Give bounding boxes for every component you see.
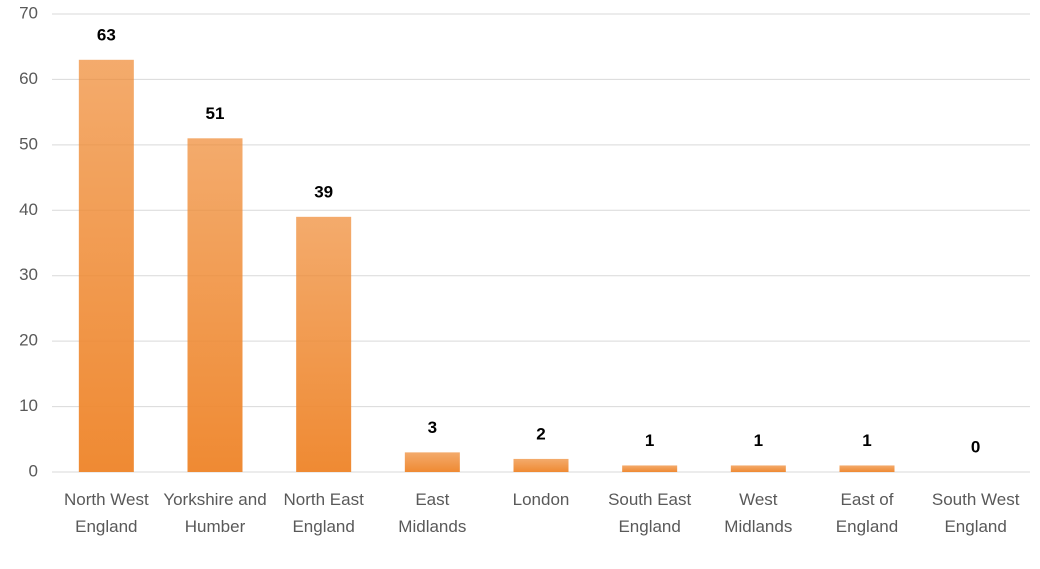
y-tick-label: 20 (19, 331, 38, 350)
bar (404, 452, 460, 472)
y-tick-label: 60 (19, 69, 38, 88)
x-tick-label: South East England (608, 490, 692, 536)
value-label: 63 (97, 25, 116, 44)
x-tick-label: Yorkshire and Humber (163, 490, 267, 536)
bar (622, 465, 678, 472)
x-tick-label: West Midlands (724, 490, 793, 536)
bar (839, 465, 895, 472)
bar (730, 465, 786, 472)
y-tick-label: 70 (19, 3, 38, 22)
value-label: 51 (206, 104, 225, 123)
x-tick-label: East Midlands (398, 490, 467, 536)
value-label: 1 (754, 431, 763, 450)
bar (513, 458, 569, 472)
x-tick-label: East of England (835, 490, 899, 536)
x-tick-label: London (512, 490, 570, 509)
value-label: 0 (971, 437, 980, 456)
x-tick-label: South West England (931, 490, 1020, 536)
value-label: 2 (536, 424, 545, 443)
value-label: 1 (645, 431, 654, 450)
bar (78, 59, 134, 473)
value-label: 1 (862, 431, 871, 450)
value-label: 39 (314, 182, 333, 201)
bar (296, 216, 352, 472)
y-tick-label: 40 (19, 200, 38, 219)
y-tick-label: 30 (19, 265, 38, 284)
y-tick-label: 0 (29, 461, 38, 480)
x-tick-label: North East England (283, 490, 364, 536)
y-tick-label: 10 (19, 396, 38, 415)
x-tick-label: North West England (63, 490, 149, 536)
value-label: 3 (428, 418, 437, 437)
bar (187, 138, 243, 473)
y-tick-label: 50 (19, 134, 38, 153)
